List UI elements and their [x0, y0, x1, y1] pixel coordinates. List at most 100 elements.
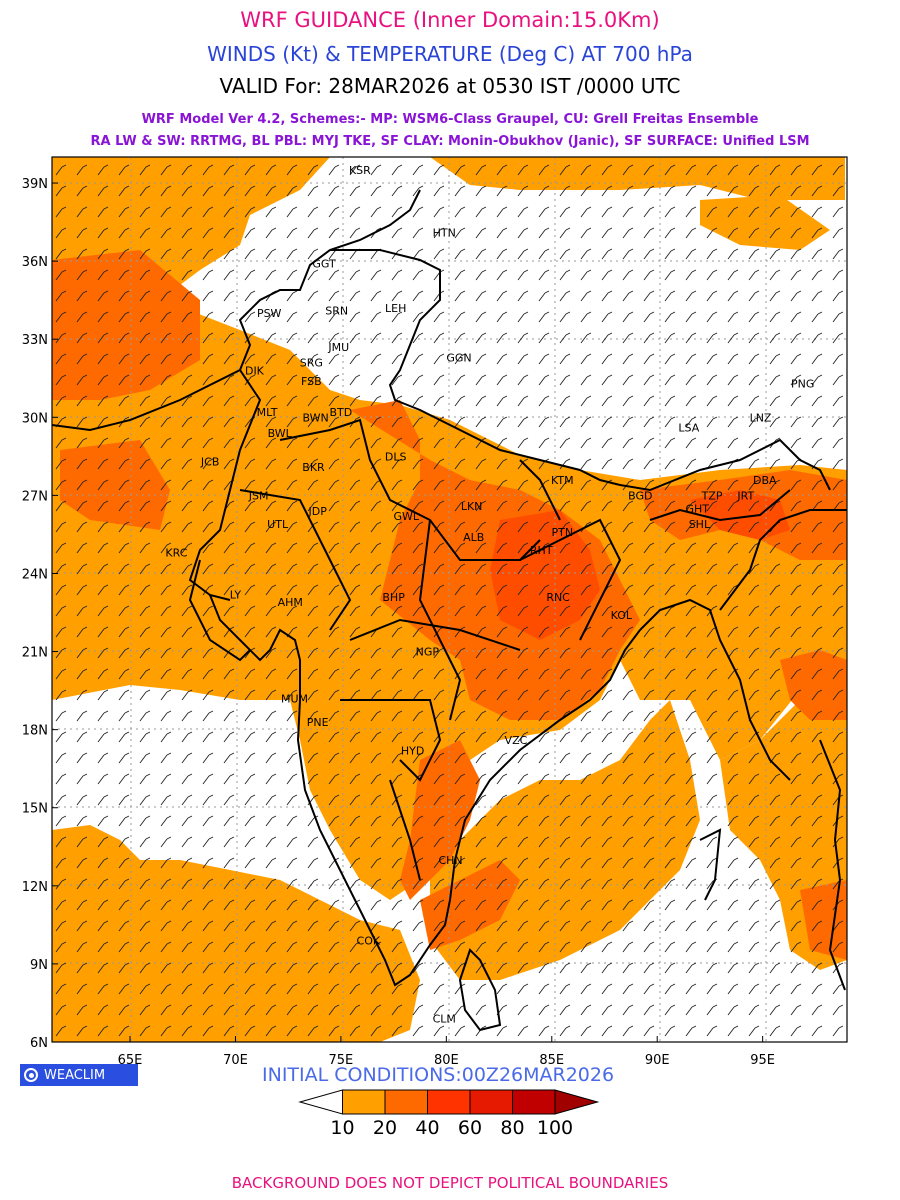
wind-barb: [811, 857, 823, 869]
wind-barb: [55, 836, 67, 848]
wind-barb: [622, 920, 634, 932]
wind-barb: [706, 941, 718, 953]
wind-barb: [265, 962, 277, 974]
wind-barb: [706, 773, 718, 785]
wind-barb: [685, 773, 697, 785]
wind-barb: [580, 941, 592, 953]
wind-barb: [160, 668, 172, 680]
wind-barb: [832, 395, 844, 407]
wind-barb: [370, 185, 382, 197]
wind-barb: [517, 248, 529, 260]
wind-barb: [286, 584, 298, 596]
wind-barb: [685, 1004, 697, 1016]
wind-barb: [601, 269, 613, 281]
wind-barb: [223, 395, 235, 407]
wind-barb: [307, 353, 319, 365]
wind-barb: [748, 815, 760, 827]
wind-barb: [475, 668, 487, 680]
wind-barb: [790, 290, 802, 302]
wind-barb: [118, 500, 130, 512]
wind-barb: [118, 374, 130, 386]
wind-barb: [160, 374, 172, 386]
wind-barb: [727, 227, 739, 239]
wind-barb: [622, 206, 634, 218]
wind-barb: [475, 311, 487, 323]
wind-barb: [748, 227, 760, 239]
wind-barb: [601, 1004, 613, 1016]
wind-barb: [538, 773, 550, 785]
logo-icon: [24, 1068, 38, 1082]
wind-barb: [412, 794, 424, 806]
wind-barb: [685, 353, 697, 365]
wind-barb: [517, 584, 529, 596]
wind-barb: [727, 269, 739, 281]
wind-barb: [223, 332, 235, 344]
wind-barb: [538, 752, 550, 764]
wind-barb: [538, 710, 550, 722]
wind-barb: [412, 290, 424, 302]
wind-barb: [76, 668, 88, 680]
wind-barb: [391, 206, 403, 218]
wind-barb: [433, 794, 445, 806]
wind-barb: [748, 416, 760, 428]
wind-barb: [433, 689, 445, 701]
wind-barb: [433, 899, 445, 911]
wind-barb: [832, 332, 844, 344]
wind-barb: [790, 794, 802, 806]
wind-barb: [160, 521, 172, 533]
wind-barb: [328, 626, 340, 638]
wind-barb: [97, 752, 109, 764]
wind-barb: [517, 920, 529, 932]
wind-barbs: [55, 164, 844, 1037]
wind-barb: [97, 269, 109, 281]
wind-barb: [664, 185, 676, 197]
wind-barb: [559, 962, 571, 974]
wind-barb: [559, 1025, 571, 1037]
wind-barb: [727, 353, 739, 365]
wind-barb: [517, 647, 529, 659]
wind-barb: [601, 983, 613, 995]
wind-barb: [307, 206, 319, 218]
wind-barb: [349, 290, 361, 302]
wind-barb: [433, 332, 445, 344]
wind-barb: [370, 731, 382, 743]
wind-barb: [601, 731, 613, 743]
wind-barb: [223, 710, 235, 722]
wind-barb: [244, 899, 256, 911]
wind-barb: [496, 521, 508, 533]
wind-barb: [517, 731, 529, 743]
wind-barb: [307, 689, 319, 701]
wind-barb: [202, 374, 214, 386]
wind-barb: [475, 479, 487, 491]
wind-barb: [223, 668, 235, 680]
wind-barb: [601, 353, 613, 365]
wind-barb: [769, 857, 781, 869]
wind-barb: [580, 248, 592, 260]
wind-barb: [622, 899, 634, 911]
wind-barb: [685, 563, 697, 575]
wind-barb: [601, 290, 613, 302]
wind-barb: [622, 647, 634, 659]
wind-barb: [643, 689, 655, 701]
wind-barb: [139, 731, 151, 743]
wind-barb: [223, 878, 235, 890]
lat-label-9N: 9N: [30, 958, 48, 973]
wind-barb: [370, 815, 382, 827]
wind-barb: [265, 479, 277, 491]
wind-barb: [202, 1025, 214, 1037]
station-rht: RHT: [530, 544, 553, 557]
wind-barb: [328, 773, 340, 785]
wind-barb: [97, 395, 109, 407]
wind-barb: [160, 311, 172, 323]
wind-barb: [622, 752, 634, 764]
wind-barb: [790, 164, 802, 176]
wind-barb: [664, 710, 676, 722]
wind-barb: [580, 1004, 592, 1016]
wind-barb: [286, 164, 298, 176]
wind-barb: [748, 752, 760, 764]
wind-barb: [538, 1025, 550, 1037]
wind-barb: [160, 269, 172, 281]
wind-barb: [97, 164, 109, 176]
station-dba: DBA: [753, 474, 777, 487]
wind-barb: [454, 416, 466, 428]
